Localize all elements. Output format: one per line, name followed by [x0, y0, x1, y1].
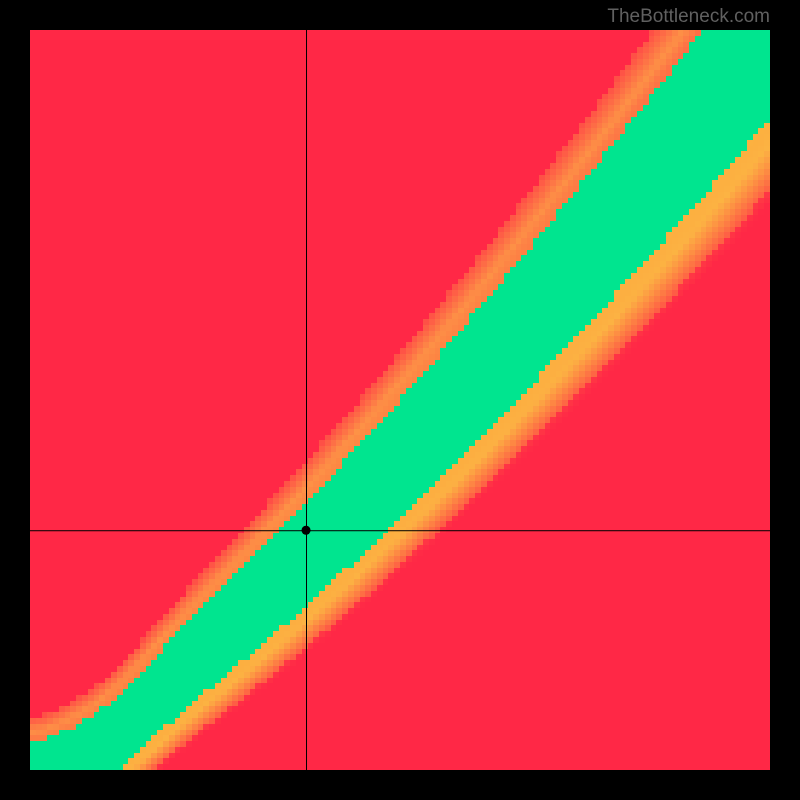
heatmap-canvas — [30, 30, 770, 770]
chart-container: TheBottleneck.com — [0, 0, 800, 800]
watermark-text: TheBottleneck.com — [607, 6, 770, 28]
heatmap-plot — [30, 30, 770, 770]
